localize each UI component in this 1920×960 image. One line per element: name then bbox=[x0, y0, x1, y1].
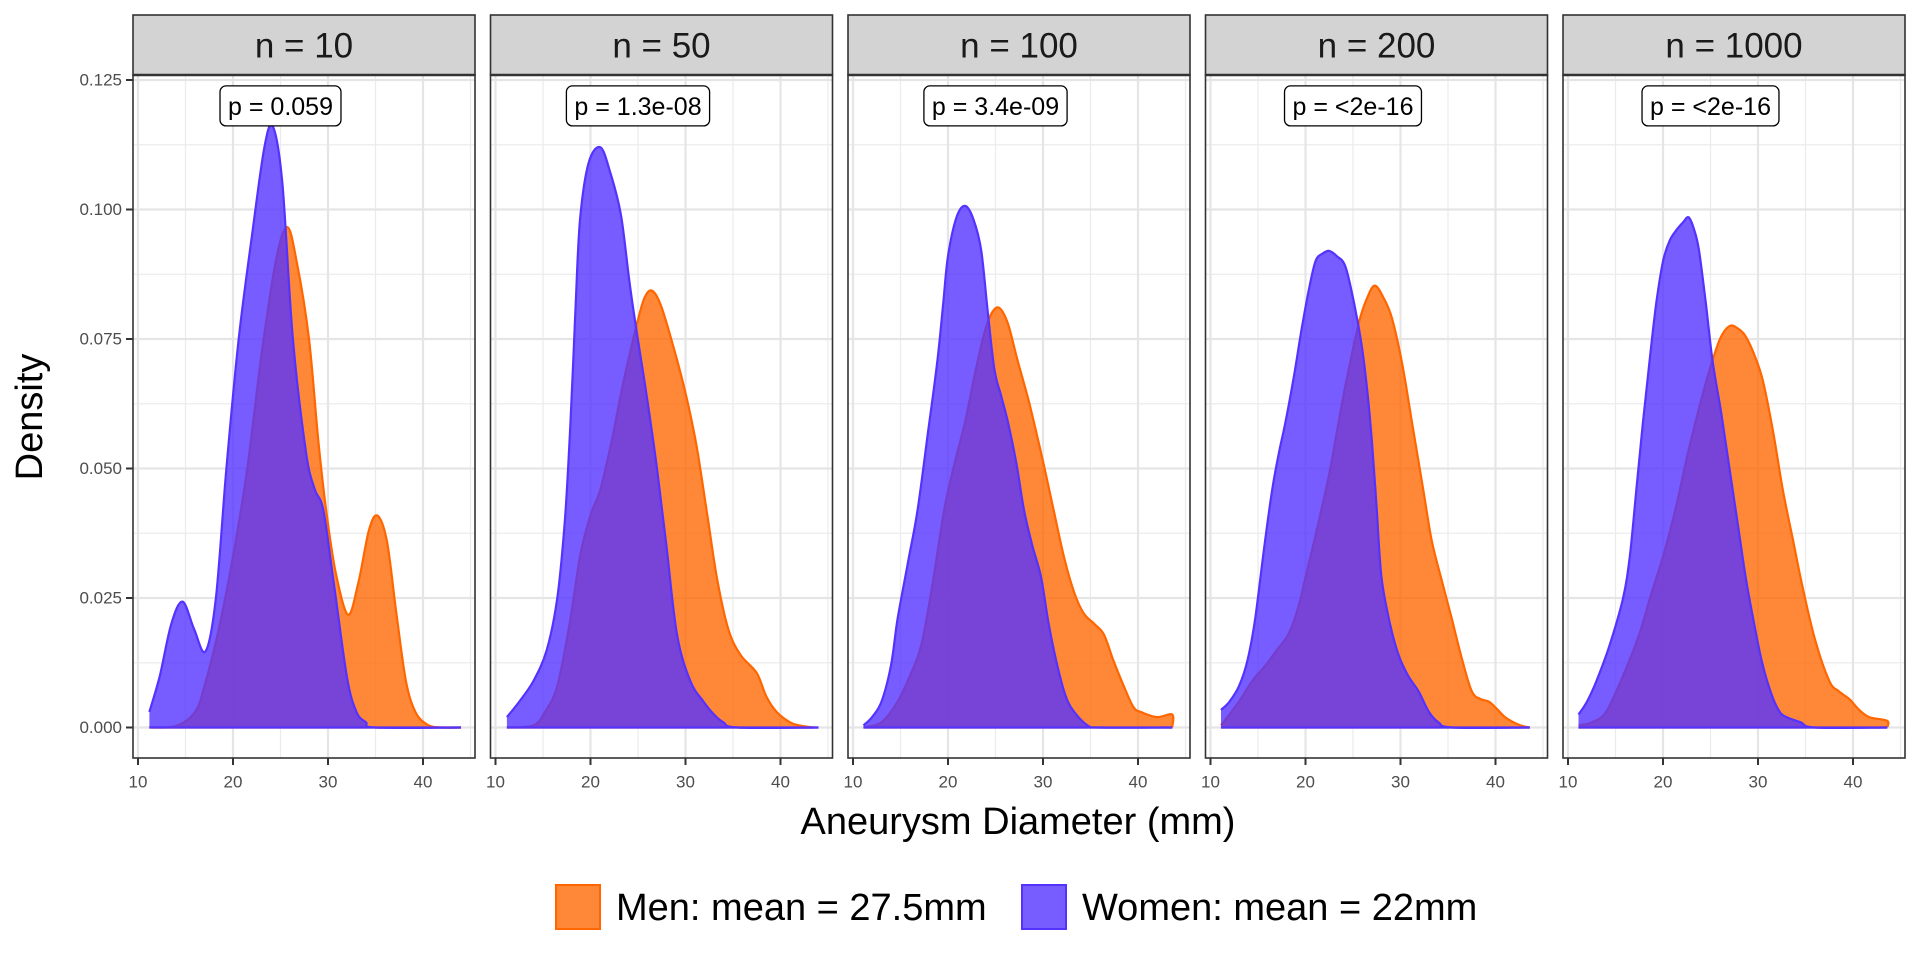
x-axis-title: Aneurysm Diameter (mm) bbox=[801, 801, 1236, 843]
x-tick-label: 30 bbox=[676, 773, 695, 792]
facet-strip-label: n = 10 bbox=[255, 27, 353, 66]
facet-strip-label: n = 50 bbox=[612, 27, 710, 66]
density-line-women bbox=[1220, 249, 1530, 729]
facet-panel: p = 1.3e-08 n = 50 10 20 30 40 bbox=[486, 14, 834, 792]
density-line-women bbox=[862, 204, 1173, 729]
x-tick-label: 20 bbox=[224, 773, 243, 792]
facet-strip-label: n = 100 bbox=[960, 27, 1078, 66]
p-value-label: p = 3.4e-09 bbox=[923, 85, 1068, 127]
p-value-box bbox=[1283, 85, 1423, 127]
facet-strip bbox=[1204, 14, 1549, 76]
y-tick-label: 0.075 bbox=[79, 330, 122, 349]
y-tick-label: 0.050 bbox=[79, 459, 122, 478]
facet-panels: p = 0.059 n = 10 10 20 30 40 p = 1.3e-08 n = 50… bbox=[129, 14, 1906, 792]
density-line-women bbox=[1577, 215, 1888, 729]
p-value-label: p = 1.3e-08 bbox=[565, 85, 711, 127]
x-tick-label: 10 bbox=[129, 773, 148, 792]
p-value-box bbox=[1641, 85, 1780, 127]
x-tick-label: 30 bbox=[1391, 773, 1410, 792]
density-line-women bbox=[506, 145, 819, 729]
x-tick-label: 40 bbox=[414, 773, 433, 792]
x-tick-label: 40 bbox=[1844, 773, 1863, 792]
p-value-label: p = <2e-16 bbox=[1283, 85, 1423, 127]
legend-swatch-women bbox=[1021, 884, 1067, 930]
facet-strip-label: n = 1000 bbox=[1665, 27, 1802, 66]
x-tick-label: 40 bbox=[1129, 773, 1148, 792]
x-tick-label: 20 bbox=[581, 773, 600, 792]
x-tick-label: 10 bbox=[1559, 773, 1578, 792]
x-tick-label: 30 bbox=[1034, 773, 1053, 792]
facet-panel: p = 3.4e-09 n = 100 10 20 30 40 bbox=[844, 14, 1191, 792]
p-value-text: p = <2e-16 bbox=[1650, 93, 1771, 121]
y-tick-label: 0.125 bbox=[79, 71, 122, 90]
x-tick-label: 20 bbox=[939, 773, 958, 792]
x-tick-label: 20 bbox=[1296, 773, 1315, 792]
y-axis-title: Density bbox=[9, 354, 51, 481]
p-value-box bbox=[923, 85, 1068, 127]
y-tick-label: 0.025 bbox=[79, 589, 122, 608]
p-value-text: p = <2e-16 bbox=[1293, 93, 1414, 121]
density-line-women bbox=[148, 123, 462, 729]
facet-panel: p = <2e-16 n = 200 10 20 30 40 bbox=[1201, 14, 1549, 792]
x-tick-label: 10 bbox=[486, 773, 505, 792]
x-tick-label: 20 bbox=[1654, 773, 1673, 792]
facet-panel: p = 0.059 n = 10 10 20 30 40 bbox=[129, 14, 476, 792]
density-area-women bbox=[1578, 217, 1888, 728]
legend: Men: mean = 27.5mm Women: mean = 22mm bbox=[555, 884, 1477, 930]
facet-strip bbox=[847, 14, 1191, 76]
x-tick-label: 40 bbox=[1486, 773, 1505, 792]
y-tick-label: 0.100 bbox=[79, 200, 122, 219]
density-area-women bbox=[506, 146, 819, 728]
x-tick-label: 40 bbox=[771, 773, 790, 792]
x-tick-label: 10 bbox=[1201, 773, 1220, 792]
facet-strip bbox=[1562, 14, 1906, 76]
facet-strip-label: n = 200 bbox=[1318, 27, 1436, 66]
p-value-box bbox=[219, 85, 342, 127]
p-value-label: p = 0.059 bbox=[219, 85, 342, 127]
legend-label-women: Women: mean = 22mm bbox=[1082, 887, 1477, 929]
x-tick-label: 30 bbox=[1749, 773, 1768, 792]
legend-swatch-men bbox=[555, 884, 601, 930]
facet-panel: p = <2e-16 n = 1000 10 20 30 40 bbox=[1559, 14, 1906, 792]
p-value-text: p = 3.4e-09 bbox=[932, 93, 1059, 121]
y-tick-label: 0.000 bbox=[79, 718, 122, 737]
facet-strip bbox=[132, 14, 476, 76]
legend-label-men: Men: mean = 27.5mm bbox=[616, 887, 987, 929]
p-value-label: p = <2e-16 bbox=[1641, 85, 1780, 127]
p-value-text: p = 0.059 bbox=[228, 93, 333, 121]
y-axis: 0.000 0.025 0.050 0.075 0.100 0.125 bbox=[79, 71, 133, 737]
x-tick-label: 10 bbox=[844, 773, 863, 792]
p-value-box bbox=[565, 85, 711, 127]
p-value-text: p = 1.3e-08 bbox=[574, 93, 701, 121]
density-area-women bbox=[149, 124, 461, 728]
x-tick-label: 30 bbox=[319, 773, 338, 792]
